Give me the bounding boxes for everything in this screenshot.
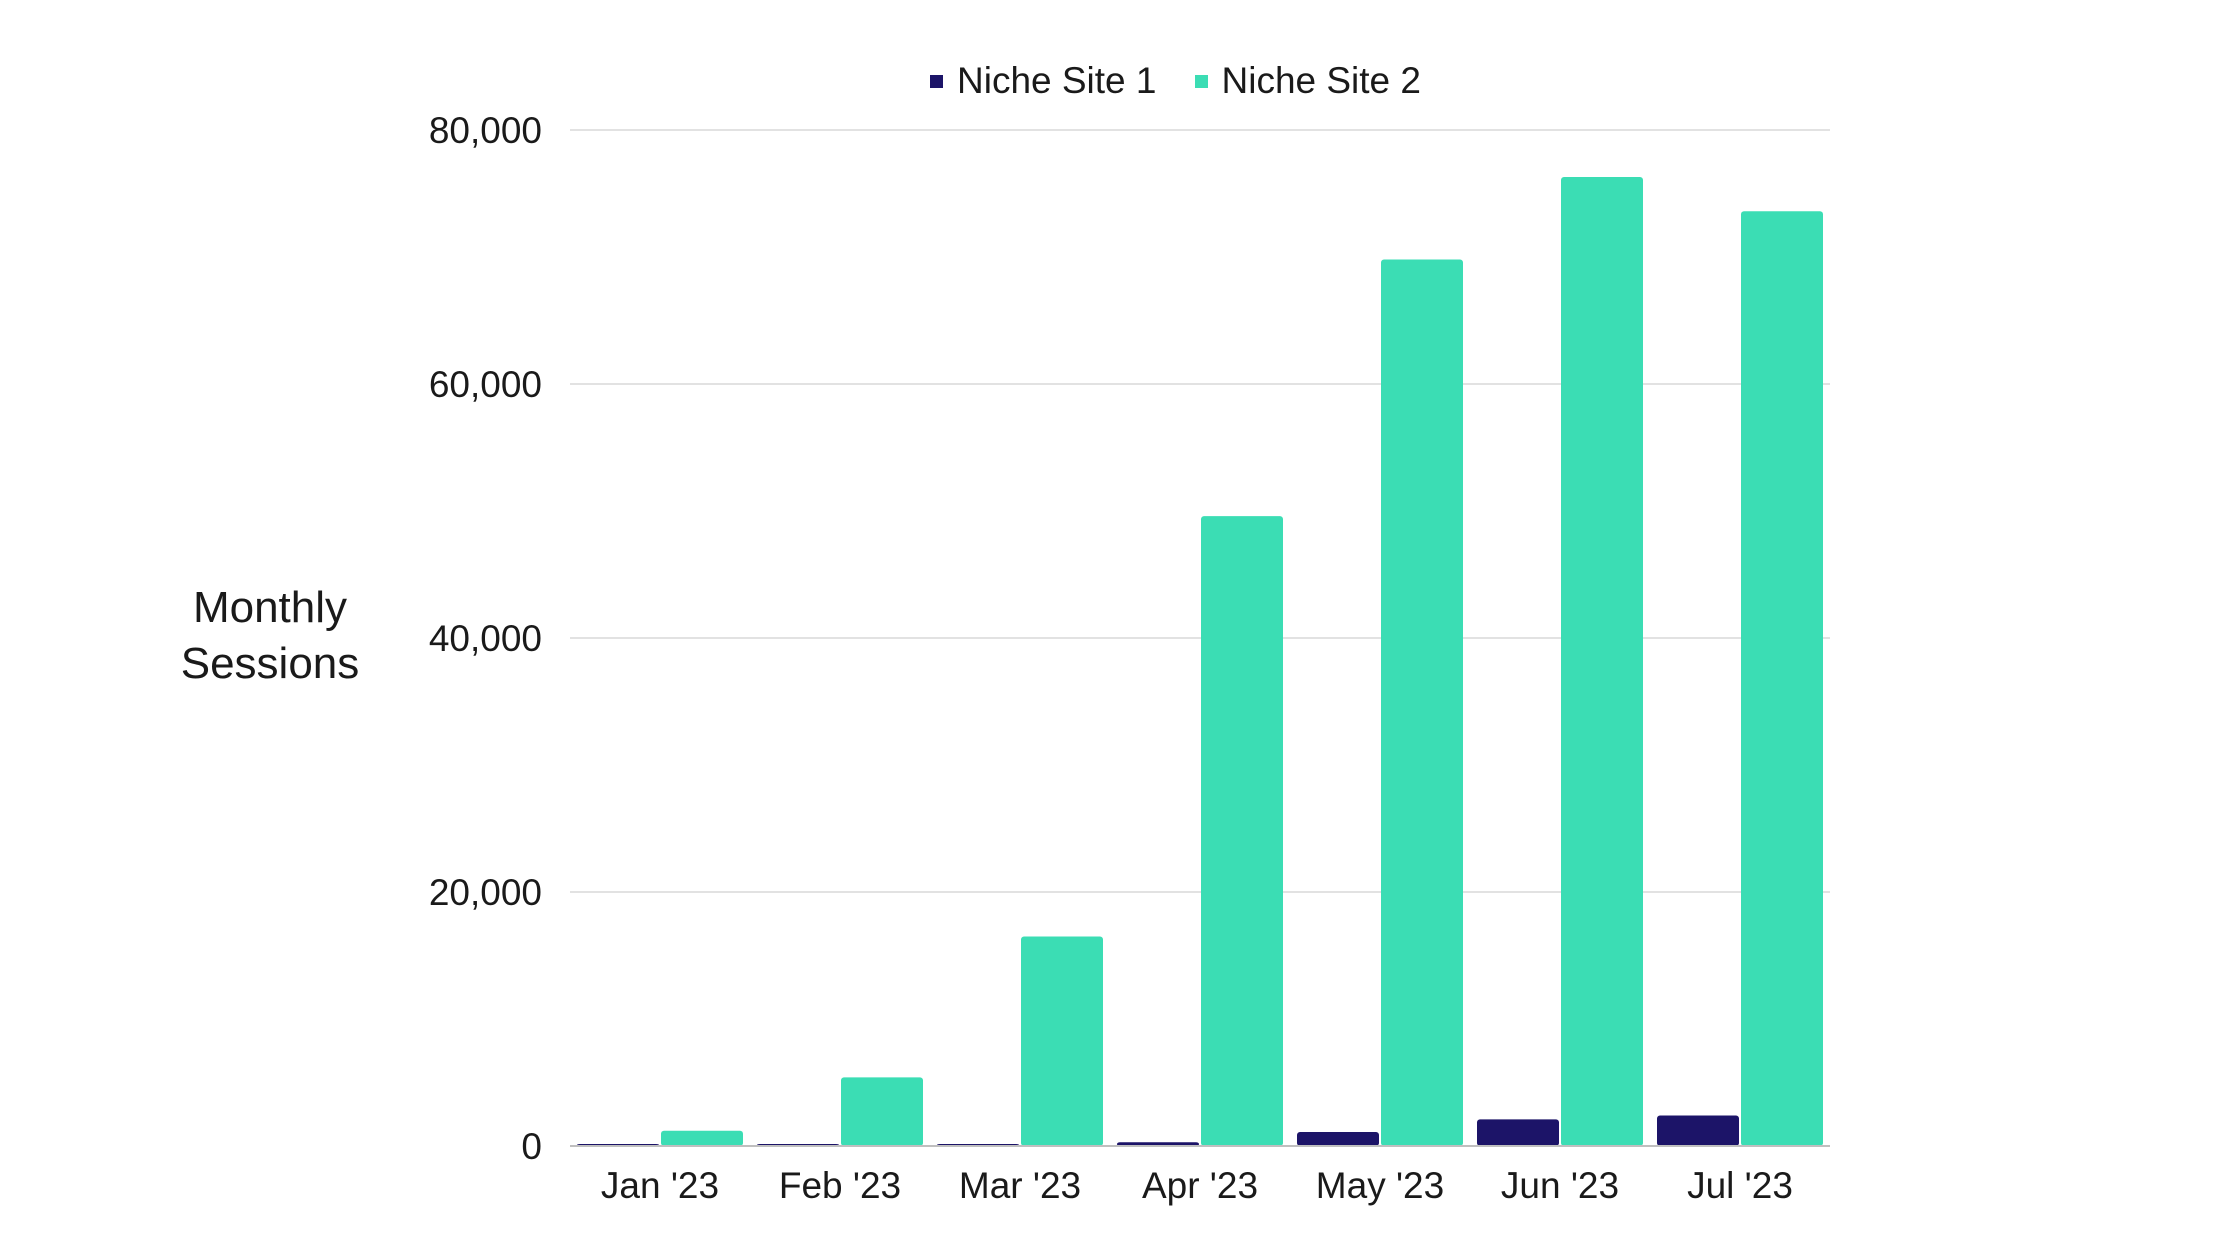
x-tick-label: May '23: [1316, 1165, 1444, 1206]
legend-item-niche-site-1: Niche Site 1: [930, 60, 1157, 102]
y-tick-label: 60,000: [429, 364, 542, 405]
y-tick-label: 20,000: [429, 872, 542, 913]
bar-niche-site-2: [661, 1130, 743, 1146]
legend-swatch-niche-site-2: [1194, 74, 1208, 88]
x-tick-label: Mar '23: [959, 1165, 1081, 1206]
bar-niche-site-2: [1561, 176, 1643, 1147]
x-tick-label: Apr '23: [1142, 1165, 1258, 1206]
x-tick-label: Feb '23: [779, 1165, 901, 1206]
bar-niche-site-2: [1381, 259, 1463, 1146]
y-axis-label: Monthly Sessions: [180, 583, 360, 688]
bar-niche-site-1: [1657, 1115, 1739, 1146]
legend-item-niche-site-2: Niche Site 2: [1194, 60, 1422, 102]
bar-niche-site-1: [1297, 1132, 1379, 1146]
y-tick-label: 0: [521, 1126, 542, 1167]
bar-niche-site-2: [1201, 516, 1283, 1146]
legend-swatch-niche-site-1: [930, 74, 943, 88]
legend: Niche Site 1 Niche Site 2: [930, 60, 1421, 102]
bar-niche-site-2: [841, 1077, 923, 1146]
x-tick-label: Jul '23: [1687, 1165, 1793, 1206]
y-tick-label: 80,000: [429, 110, 542, 151]
x-tick-label: Jan '23: [601, 1165, 719, 1206]
legend-label-niche-site-1: Niche Site 1: [957, 60, 1157, 101]
bar-niche-site-2: [1741, 211, 1823, 1146]
legend-label-niche-site-2: Niche Site 2: [1221, 60, 1422, 101]
y-tick-label: 40,000: [429, 618, 542, 659]
x-tick-label: Jun '23: [1501, 1165, 1619, 1206]
bar-niche-site-1: [1477, 1119, 1559, 1146]
bar-niche-site-2: [1021, 936, 1103, 1146]
